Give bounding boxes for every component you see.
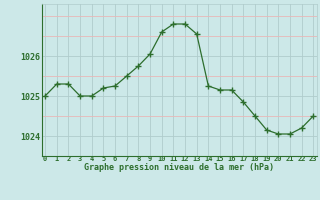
X-axis label: Graphe pression niveau de la mer (hPa): Graphe pression niveau de la mer (hPa) [84,163,274,172]
